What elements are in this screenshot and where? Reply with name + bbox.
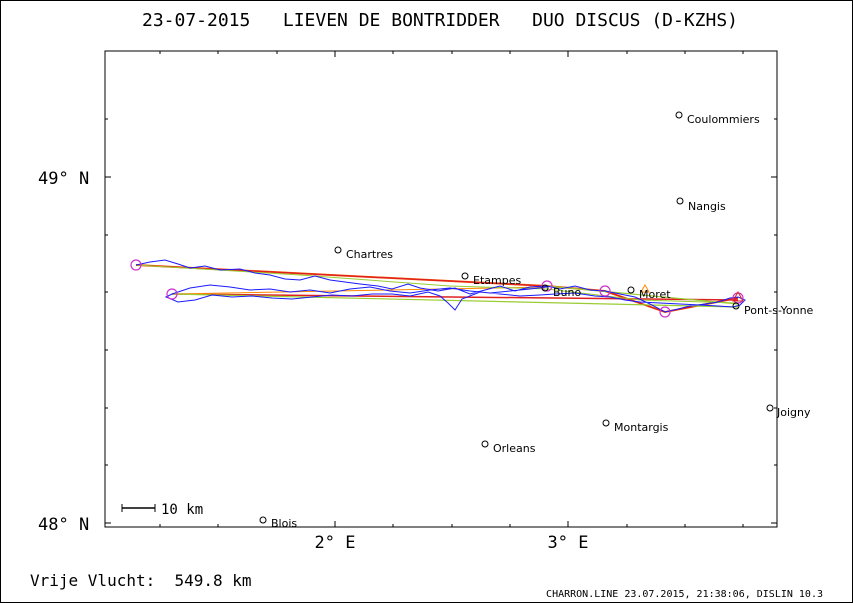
- lat-label-49: 49° N: [38, 169, 89, 189]
- town-label: Nangis: [688, 200, 726, 213]
- town-dot: [481, 440, 489, 448]
- leg-green-1: [171, 293, 739, 308]
- town-label: Joigny: [776, 406, 811, 419]
- town-coulommiers: Coulommiers: [675, 111, 760, 126]
- leg-orange-lower: [171, 286, 548, 295]
- town-dot: [732, 302, 740, 310]
- town-dot: [461, 272, 469, 280]
- lon-label-2e: 2° E: [315, 533, 356, 553]
- town-label: Orleans: [493, 442, 536, 455]
- distance-label: Vrije Vlucht: 549.8 km: [30, 571, 252, 590]
- scale-label: 10 km: [161, 502, 203, 518]
- town-orleans: Orleans: [481, 440, 536, 455]
- footer-info: CHARRON.LINE 23.07.2015, 21:38:06, DISLI…: [546, 589, 823, 600]
- turnpoint-circle: [541, 280, 553, 292]
- town-dot: [259, 516, 267, 524]
- town-moret: Moret: [627, 286, 671, 301]
- leg-green-2: [546, 285, 739, 305]
- turnpoint-circle: [659, 306, 671, 318]
- map-title: 23-07-2015 LIEVEN DE BONTRIDDER DUO DISC…: [142, 10, 738, 31]
- town-joigny: Joigny: [766, 404, 811, 419]
- town-markers: Coulommiers Nangis Chartres Etampes Buno…: [259, 111, 814, 530]
- plot-frame: [104, 50, 778, 528]
- lon-label-3e: 3° E: [548, 533, 589, 553]
- start-triangle: [640, 283, 650, 293]
- town-label: Coulommiers: [687, 113, 760, 126]
- town-etampes: Etampes: [461, 272, 521, 287]
- town-label: Buno: [553, 286, 581, 299]
- turnpoint-circle: [599, 285, 611, 297]
- town-dot: [334, 246, 342, 254]
- town-dot: [602, 419, 610, 427]
- lat-label-48: 48° N: [38, 515, 89, 535]
- finish-triangle: [732, 290, 744, 302]
- turnpoint-circle: [130, 259, 142, 271]
- turnpoint-circle: [166, 288, 178, 300]
- turnpoints: [130, 259, 744, 318]
- town-label: Moret: [639, 288, 671, 301]
- town-dot: [766, 404, 774, 412]
- leg-red-lower: [171, 293, 739, 301]
- scale-bar: 10 km: [121, 502, 203, 518]
- town-montargis: Montargis: [602, 419, 669, 434]
- town-chartres: Chartres: [334, 246, 393, 261]
- town-label: Chartres: [346, 248, 393, 261]
- town-pont-s-yonne: Pont-s-Yonne: [732, 302, 814, 317]
- town-dot: [627, 286, 635, 294]
- town-label: Etampes: [473, 274, 521, 287]
- axis-ticks: [105, 51, 777, 527]
- town-label: Blois: [271, 517, 297, 530]
- town-label: Pont-s-Yonne: [744, 304, 814, 317]
- town-buno: Buno: [541, 284, 581, 299]
- town-dot: [675, 111, 683, 119]
- town-label: Montargis: [614, 421, 669, 434]
- leg-green-3: [135, 264, 739, 304]
- town-dot: [541, 284, 549, 292]
- town-dot: [676, 197, 684, 205]
- flight-track: [135, 259, 746, 313]
- town-blois: Blois: [259, 516, 297, 530]
- town-nangis: Nangis: [676, 197, 726, 213]
